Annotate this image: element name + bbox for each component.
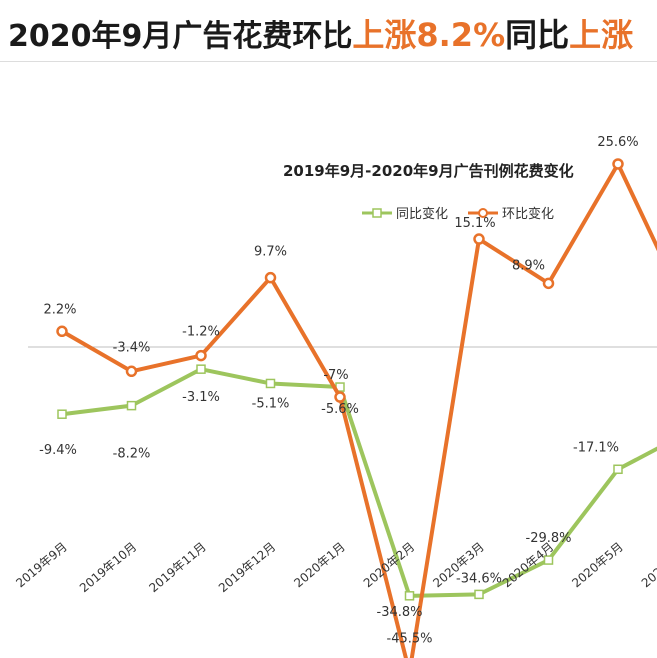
data-label-mom-6: 15.1% (454, 216, 495, 231)
x-tick-label-0: 2019年9月 (13, 540, 70, 591)
point-mom-8 (612, 158, 624, 170)
legend-yoy-marker (372, 208, 382, 218)
series-line-mom (60, 161, 657, 658)
data-label-yoy-7: -29.8% (526, 531, 572, 546)
series-line-yoy (60, 367, 657, 598)
point-yoy-3 (265, 378, 276, 389)
point-mom-1 (125, 365, 138, 378)
point-mom-2 (195, 349, 207, 362)
point-mom-4 (334, 391, 346, 403)
series-layer (56, 158, 657, 658)
data-label-mom-0: 2.2% (43, 302, 76, 317)
point-yoy-7 (543, 555, 554, 565)
data-label-yoy-2: -3.1% (182, 390, 220, 405)
x-tick-label-7: 2020年4月 (500, 540, 557, 591)
headline-text: 2020年9月广告花费环比上涨8.2%同比上涨 (8, 10, 633, 56)
headline-part3: 同比 (505, 16, 570, 54)
point-yoy-6 (474, 589, 484, 600)
data-label-mom-4: -7% (323, 368, 348, 383)
x-tick-label-4: 2020年1月 (291, 540, 348, 591)
chart-title: 2019年9月-2020年9月广告刊例花费变化 (283, 162, 574, 180)
data-label-mom-5: -45.5% (387, 631, 433, 646)
line-chart: 2019年9月-2020年9月广告刊例花费变化 同比变化 环比变化 -9.4% -… (13, 135, 657, 658)
data-label-yoy-5: -34.8% (377, 605, 423, 620)
headline-part4: 上涨 (569, 16, 634, 54)
data-label-yoy-6: -34.6% (456, 571, 502, 586)
data-label-yoy-4: -5.6% (321, 402, 359, 417)
point-yoy-0 (57, 409, 67, 419)
x-tick-label-5: 2020年2月 (361, 540, 418, 591)
data-label-mom-2: -1.2% (182, 325, 220, 340)
point-yoy-1 (126, 400, 137, 411)
point-yoy-5 (404, 591, 415, 601)
data-label-yoy-1: -8.2% (113, 447, 151, 462)
point-mom-3 (264, 271, 277, 284)
headline-part1: 2020年9月广告花费环比 (8, 19, 353, 54)
x-tick-label-8: 2020年5月 (569, 540, 626, 591)
data-label-mom-7: 8.9% (512, 258, 545, 273)
x-tick-label-3: 2019年12月 (216, 540, 278, 596)
headline-part2: 上涨8.2% (352, 16, 506, 54)
point-yoy-8 (613, 464, 623, 475)
point-mom-0 (56, 325, 68, 338)
x-axis-ticks: 2019年9月 2019年10月 2019年11月 2019年12月 2020年1月 20… (13, 540, 657, 596)
data-label-mom-8: 25.6% (597, 135, 638, 150)
legend-mom-label: 环比变化 (502, 206, 554, 222)
x-tick-label-1: 2019年10月 (77, 540, 139, 596)
data-label-mom-3: 9.7% (254, 245, 287, 260)
data-label-yoy-3: -5.1% (252, 396, 290, 411)
data-label-yoy-0: -9.4% (39, 443, 77, 458)
legend-yoy-label: 同比变化 (396, 206, 448, 222)
point-mom-6 (473, 233, 485, 245)
x-tick-label-9: 2020年6月 (639, 540, 657, 591)
legend-mom-marker (478, 208, 488, 218)
data-label-yoy-8: -17.1% (573, 440, 619, 455)
data-label-mom-1: -3.4% (113, 340, 151, 355)
chart-legend: 同比变化 环比变化 (362, 206, 554, 222)
headline: 2020年9月广告花费环比上涨8.2%同比上涨 (0, 0, 657, 62)
point-yoy-2 (196, 364, 206, 374)
x-tick-label-2: 2019年11月 (146, 540, 208, 596)
point-mom-7 (542, 277, 555, 290)
data-labels: -9.4% -8.2% -3.1% -5.1% -5.6% -34.8% -34.6% -29… (39, 135, 639, 646)
